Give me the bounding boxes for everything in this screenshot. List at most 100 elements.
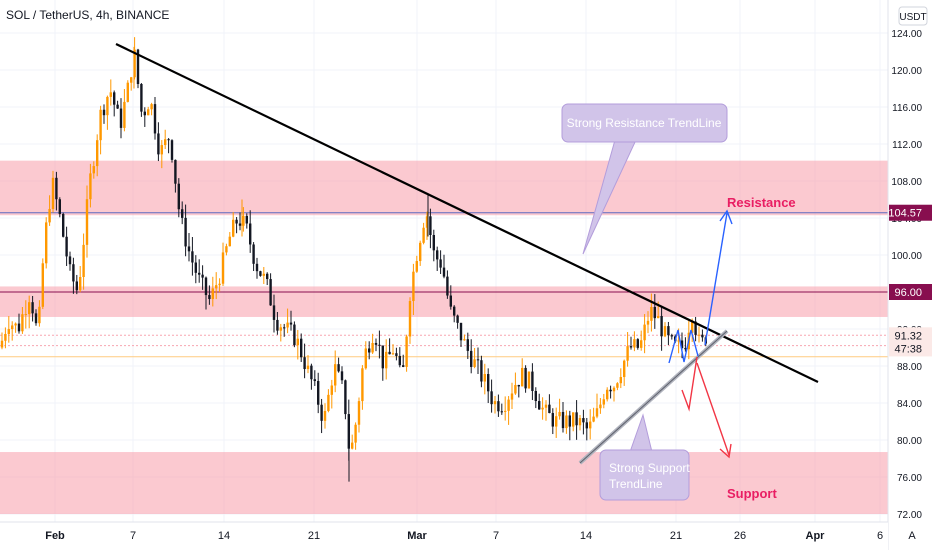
candle-body[interactable]	[371, 342, 374, 353]
candle-body[interactable]	[228, 236, 231, 247]
candle-body[interactable]	[609, 389, 612, 392]
candle-body[interactable]	[436, 250, 439, 260]
candle-body[interactable]	[21, 314, 24, 332]
candle-body[interactable]	[405, 336, 408, 367]
candle-body[interactable]	[395, 353, 398, 356]
price-zone[interactable]	[0, 160, 888, 216]
currency-button[interactable]	[898, 6, 928, 26]
candle-body[interactable]	[616, 383, 619, 388]
candle-body[interactable]	[565, 415, 568, 429]
candle-body[interactable]	[697, 334, 701, 336]
candle-body[interactable]	[619, 377, 622, 384]
candle-body[interactable]	[85, 199, 89, 245]
candle-body[interactable]	[303, 357, 306, 370]
candle-body[interactable]	[4, 333, 7, 341]
candle-body[interactable]	[225, 246, 228, 253]
candle-body[interactable]	[419, 242, 422, 262]
candle-body[interactable]	[62, 213, 65, 237]
candle-body[interactable]	[174, 159, 177, 184]
candle-body[interactable]	[283, 327, 286, 329]
candle-body[interactable]	[670, 335, 673, 337]
candle-body[interactable]	[439, 259, 442, 268]
bear-arrow[interactable]	[696, 362, 730, 456]
candle-body[interactable]	[313, 379, 316, 382]
candle-body[interactable]	[572, 412, 575, 427]
candle-body[interactable]	[126, 82, 129, 102]
candle-body[interactable]	[466, 339, 469, 351]
candle-body[interactable]	[99, 109, 102, 141]
candle-body[interactable]	[507, 399, 510, 411]
candle-body[interactable]	[677, 340, 680, 342]
candle-body[interactable]	[106, 96, 109, 116]
candle-body[interactable]	[184, 217, 187, 247]
candle-body[interactable]	[629, 346, 633, 348]
candle-body[interactable]	[181, 209, 184, 218]
candle-body[interactable]	[650, 306, 653, 321]
candle-body[interactable]	[255, 263, 259, 272]
candle-body[interactable]	[221, 252, 225, 284]
candle-body[interactable]	[310, 365, 313, 380]
candle-body[interactable]	[412, 271, 415, 302]
candle-body[interactable]	[551, 413, 554, 427]
candle-body[interactable]	[548, 404, 551, 414]
candle-body[interactable]	[602, 399, 605, 405]
candle-body[interactable]	[585, 422, 588, 429]
candle-body[interactable]	[521, 367, 524, 387]
candle-body[interactable]	[442, 267, 446, 277]
candle-body[interactable]	[684, 348, 687, 350]
candle-body[interactable]	[293, 324, 296, 346]
candle-body[interactable]	[130, 77, 133, 83]
candle-body[interactable]	[167, 139, 170, 141]
candle-body[interactable]	[289, 322, 293, 325]
candle-body[interactable]	[534, 390, 537, 402]
candle-body[interactable]	[568, 415, 571, 427]
candle-body[interactable]	[517, 384, 520, 387]
candle-body[interactable]	[344, 380, 347, 415]
candle-body[interactable]	[252, 244, 255, 264]
candle-body[interactable]	[340, 371, 344, 381]
candle-body[interactable]	[31, 302, 34, 314]
candle-body[interactable]	[364, 348, 367, 369]
candle-body[interactable]	[198, 272, 201, 275]
candle-body[interactable]	[660, 316, 663, 337]
candle-body[interactable]	[578, 418, 582, 426]
bull-arrow[interactable]	[704, 212, 728, 346]
candle-body[interactable]	[483, 374, 486, 382]
candle-body[interactable]	[215, 285, 218, 289]
candle-body[interactable]	[493, 401, 497, 405]
candle-body[interactable]	[592, 416, 595, 422]
candle-body[interactable]	[279, 327, 282, 331]
candle-body[interactable]	[691, 321, 694, 333]
candle-body[interactable]	[446, 276, 449, 296]
candle-body[interactable]	[415, 261, 418, 272]
candle-body[interactable]	[701, 334, 704, 338]
candle-body[interactable]	[480, 360, 483, 382]
candle-body[interactable]	[201, 274, 204, 278]
candle-body[interactable]	[636, 339, 639, 348]
auto-scale-button[interactable]: A	[908, 530, 916, 542]
candle-body[interactable]	[96, 140, 99, 167]
candle-body[interactable]	[68, 256, 72, 265]
candle-body[interactable]	[164, 139, 167, 146]
candle-body[interactable]	[150, 104, 153, 110]
candle-body[interactable]	[191, 251, 194, 263]
candle-body[interactable]	[143, 111, 146, 116]
candle-body[interactable]	[463, 339, 466, 341]
candle-body[interactable]	[640, 340, 643, 348]
candle-body[interactable]	[211, 288, 214, 300]
candle-body[interactable]	[55, 177, 58, 200]
price-zone[interactable]	[0, 286, 888, 317]
candle-body[interactable]	[58, 199, 61, 214]
candle-body[interactable]	[269, 279, 272, 306]
candle-body[interactable]	[187, 246, 191, 252]
candle-body[interactable]	[153, 104, 157, 134]
candle-body[interactable]	[422, 227, 425, 243]
candle-body[interactable]	[136, 49, 140, 84]
candle-body[interactable]	[381, 345, 384, 369]
candle-body[interactable]	[391, 353, 395, 355]
candle-body[interactable]	[646, 320, 650, 325]
candle-body[interactable]	[177, 183, 180, 210]
candle-body[interactable]	[7, 329, 10, 334]
candle-body[interactable]	[147, 109, 150, 116]
candle-body[interactable]	[432, 234, 435, 251]
